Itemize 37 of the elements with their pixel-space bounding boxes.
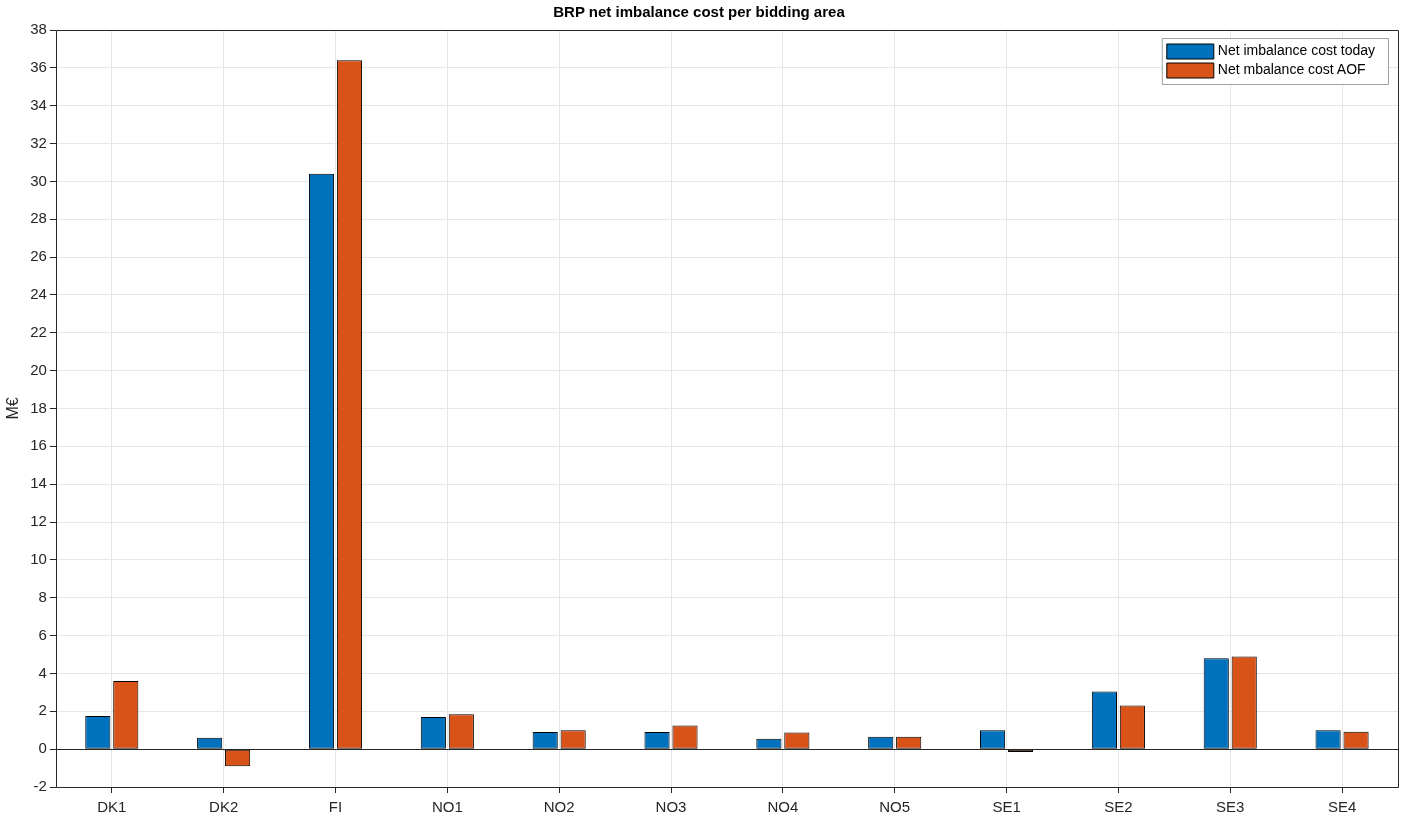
y-tick-label: -2 — [33, 777, 47, 795]
y-axis-title: M€ — [4, 397, 22, 420]
y-tick-label: 26 — [30, 247, 47, 265]
x-tick-label: SE2 — [1104, 798, 1133, 816]
legend-label: Net imbalance cost today — [1217, 42, 1376, 59]
y-tick-label: 4 — [38, 663, 47, 681]
x-tick-label: NO2 — [543, 798, 575, 816]
x-tick-label: NO4 — [767, 798, 799, 816]
y-tick-label: 0 — [38, 739, 47, 757]
x-tick-label: DK2 — [209, 798, 239, 816]
y-tick-label: 8 — [38, 587, 47, 605]
x-tick-label: NO3 — [655, 798, 687, 816]
y-tick-label: 28 — [30, 209, 47, 227]
x-tick-label: DK1 — [97, 798, 127, 816]
x-tick-label: SE4 — [1327, 798, 1357, 816]
y-tick-label: 6 — [38, 625, 47, 643]
y-tick-label: 38 — [30, 20, 47, 38]
x-tick-label: SE3 — [1216, 798, 1245, 816]
x-tick-label: FI — [328, 798, 343, 816]
y-tick-label: 32 — [30, 133, 47, 151]
y-tick-label: 10 — [30, 550, 47, 568]
x-tick-label: SE1 — [992, 798, 1021, 816]
y-tick-label: 14 — [30, 474, 47, 492]
y-tick-label: 16 — [30, 436, 47, 454]
y-tick-label: 12 — [30, 512, 47, 530]
y-tick-label: 24 — [30, 285, 47, 303]
x-tick-label: NO5 — [879, 798, 911, 816]
chart-title: BRP net imbalance cost per bidding area — [553, 3, 846, 21]
y-tick-label: 22 — [30, 322, 47, 340]
y-tick-label: 20 — [30, 360, 47, 378]
y-tick-label: 2 — [38, 701, 47, 719]
y-tick-label: 34 — [30, 95, 47, 113]
legend-label: Net mbalance cost AOF — [1217, 61, 1366, 78]
y-tick-label: 30 — [30, 171, 47, 189]
y-tick-label: 36 — [30, 57, 47, 75]
y-tick-label: 18 — [30, 398, 47, 416]
x-tick-label: NO1 — [431, 798, 463, 816]
